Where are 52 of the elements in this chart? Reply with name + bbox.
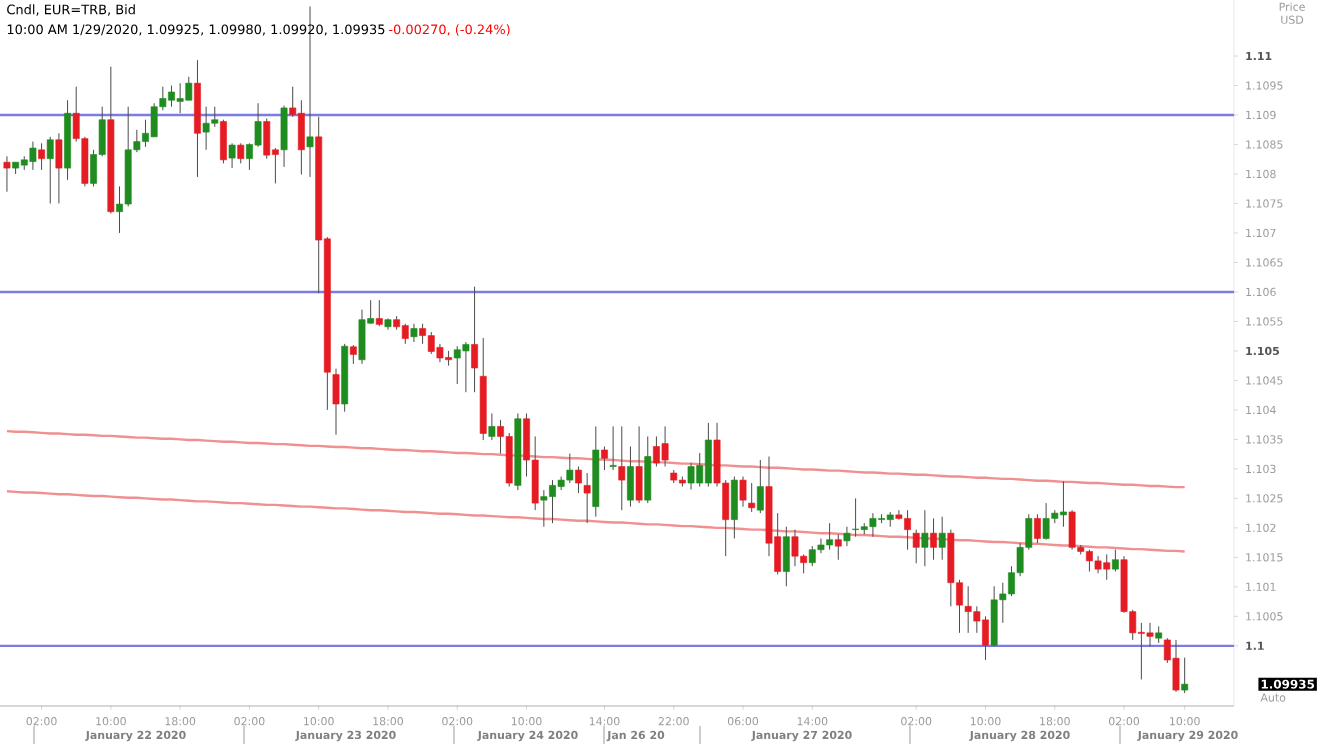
candlestick bbox=[921, 509, 929, 567]
candlestick bbox=[791, 529, 799, 567]
candlestick bbox=[1146, 622, 1154, 647]
candlestick bbox=[228, 142, 236, 169]
candlestick bbox=[540, 489, 548, 528]
candlestick bbox=[488, 412, 496, 441]
candlestick bbox=[401, 323, 409, 345]
candlestick bbox=[471, 286, 478, 393]
candlestick bbox=[419, 323, 427, 345]
candlestick bbox=[375, 299, 383, 327]
candlestick bbox=[912, 529, 920, 564]
candlestick bbox=[635, 425, 643, 504]
candlestick bbox=[601, 445, 608, 471]
candlestick bbox=[730, 476, 738, 539]
candlestick bbox=[349, 344, 357, 365]
candlestick bbox=[661, 425, 669, 468]
candlestick bbox=[220, 119, 227, 164]
candlestick bbox=[575, 466, 582, 494]
candlestick bbox=[627, 445, 634, 508]
candlestick bbox=[280, 105, 288, 168]
candlestick bbox=[1172, 639, 1180, 693]
candlestick bbox=[609, 425, 617, 471]
candlestick bbox=[1034, 513, 1041, 544]
candlestick bbox=[618, 425, 626, 511]
candlestick bbox=[1181, 657, 1189, 694]
candlestick bbox=[644, 435, 652, 504]
candlestick bbox=[843, 526, 851, 547]
candlestick bbox=[332, 368, 340, 436]
candlestick bbox=[3, 155, 11, 193]
candlestick bbox=[1111, 549, 1119, 573]
candlestick bbox=[756, 459, 764, 514]
candlestick bbox=[505, 432, 513, 488]
candlestick bbox=[583, 472, 591, 524]
candlestick bbox=[938, 516, 946, 561]
line-series bbox=[5, 490, 1186, 553]
candlestick bbox=[739, 476, 747, 508]
candlestick bbox=[782, 526, 790, 587]
candlestick bbox=[297, 99, 305, 176]
candlestick bbox=[852, 497, 860, 538]
candlestick bbox=[704, 422, 712, 488]
candlestick bbox=[748, 482, 756, 513]
candlestick bbox=[38, 142, 45, 171]
candlestick bbox=[436, 343, 444, 363]
candlestick bbox=[687, 462, 695, 491]
candlestick bbox=[358, 309, 366, 365]
candlestick bbox=[263, 118, 271, 160]
candlestick bbox=[834, 533, 842, 561]
candlestick bbox=[46, 136, 54, 204]
candlestick bbox=[410, 323, 418, 343]
candlestick bbox=[930, 517, 937, 561]
candlestick bbox=[237, 142, 245, 164]
candlestick bbox=[55, 132, 63, 204]
